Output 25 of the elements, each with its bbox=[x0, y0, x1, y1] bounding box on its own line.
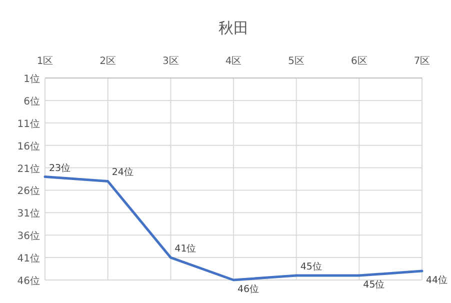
x-tick-label: 7区 bbox=[414, 56, 430, 67]
y-tick-label: 46位 bbox=[17, 275, 40, 287]
data-label: 44位 bbox=[426, 274, 448, 286]
y-tick-label: 11位 bbox=[17, 118, 40, 130]
x-tick-label: 1区 bbox=[36, 56, 54, 67]
y-tick-label: 1位 bbox=[24, 73, 40, 85]
chart-title: 秋田 bbox=[218, 19, 248, 37]
y-tick-label: 36位 bbox=[17, 230, 40, 242]
data-label: 46位 bbox=[238, 283, 260, 295]
data-label: 41位 bbox=[174, 242, 197, 255]
y-tick-label: 21位 bbox=[17, 162, 40, 175]
data-label: 24位 bbox=[112, 166, 134, 178]
y-tick-label: 41位 bbox=[17, 252, 40, 265]
y-tick-label: 6位 bbox=[24, 95, 40, 108]
x-tick-label: 4区 bbox=[225, 56, 242, 67]
y-tick-label: 16位 bbox=[17, 140, 40, 152]
x-tick-label: 2区 bbox=[100, 56, 116, 67]
data-label: 23位 bbox=[49, 162, 72, 174]
data-label: 45位 bbox=[363, 278, 386, 291]
x-tick-label: 5区 bbox=[288, 56, 305, 67]
x-tick-label: 3区 bbox=[162, 56, 179, 67]
data-label: 45位 bbox=[300, 260, 322, 273]
y-tick-label: 26位 bbox=[17, 185, 40, 198]
x-tick-label: 6区 bbox=[350, 56, 368, 67]
y-tick-label: 31位 bbox=[17, 208, 40, 220]
